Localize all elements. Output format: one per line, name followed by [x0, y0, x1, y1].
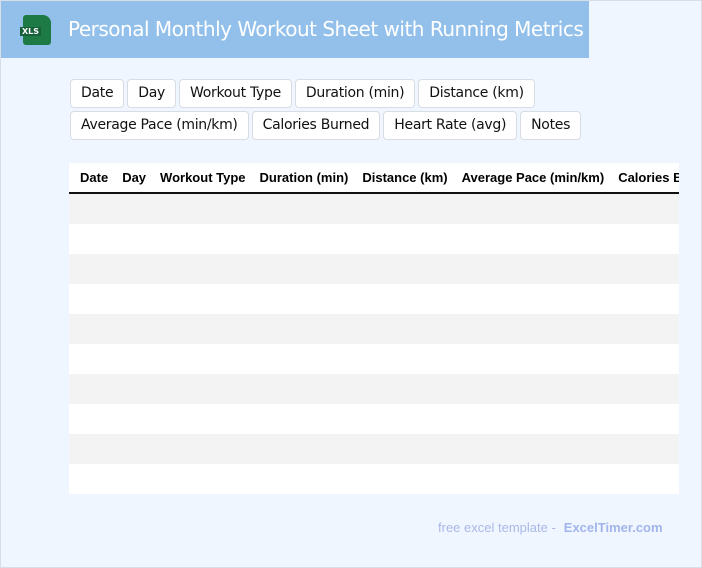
table-row	[69, 344, 679, 374]
column-chip[interactable]: Notes	[520, 111, 582, 140]
table-row	[69, 464, 679, 494]
column-chip[interactable]: Workout Type	[179, 79, 292, 108]
column-header[interactable]: Date	[80, 170, 109, 185]
column-chip[interactable]: Day	[127, 79, 177, 108]
table-row	[69, 224, 679, 254]
table-row	[69, 434, 679, 464]
column-chips: Date Day Workout Type Duration (min) Distanc…	[70, 79, 590, 140]
column-header[interactable]: Duration (min)	[259, 170, 349, 185]
table-row	[69, 404, 679, 434]
column-header[interactable]: Calories Burned	[618, 170, 679, 185]
column-chip[interactable]: Calories Burned	[251, 111, 381, 140]
column-chip[interactable]: Distance (km)	[418, 79, 535, 108]
page-title: Personal Monthly Workout Sheet with Runn…	[68, 17, 584, 41]
table-row	[69, 314, 679, 344]
column-header[interactable]: Day	[122, 170, 147, 185]
table-row	[69, 284, 679, 314]
table-header: Date Day Workout Type Duration (min) Distanc…	[69, 163, 679, 194]
table-row	[69, 374, 679, 404]
icon-label: XLS	[20, 27, 42, 36]
xls-file-icon: XLS	[20, 15, 51, 45]
footer: free excel template - ExcelTimer.com	[438, 520, 663, 535]
column-header[interactable]: Distance (km)	[362, 170, 448, 185]
workout-table: Date Day Workout Type Duration (min) Distanc…	[69, 163, 679, 494]
footer-text: free excel template -	[438, 520, 556, 535]
table-row	[69, 194, 679, 224]
footer-brand-link[interactable]: ExcelTimer.com	[563, 520, 663, 535]
column-chip[interactable]: Date	[70, 79, 125, 108]
title-bar: XLS Personal Monthly Workout Sheet with …	[1, 1, 589, 58]
column-header[interactable]: Workout Type	[160, 170, 246, 185]
column-chip[interactable]: Average Pace (min/km)	[70, 111, 249, 140]
table-row	[69, 254, 679, 284]
column-chip[interactable]: Duration (min)	[294, 79, 416, 108]
column-chip[interactable]: Heart Rate (avg)	[383, 111, 518, 140]
column-header[interactable]: Average Pace (min/km)	[461, 170, 605, 185]
